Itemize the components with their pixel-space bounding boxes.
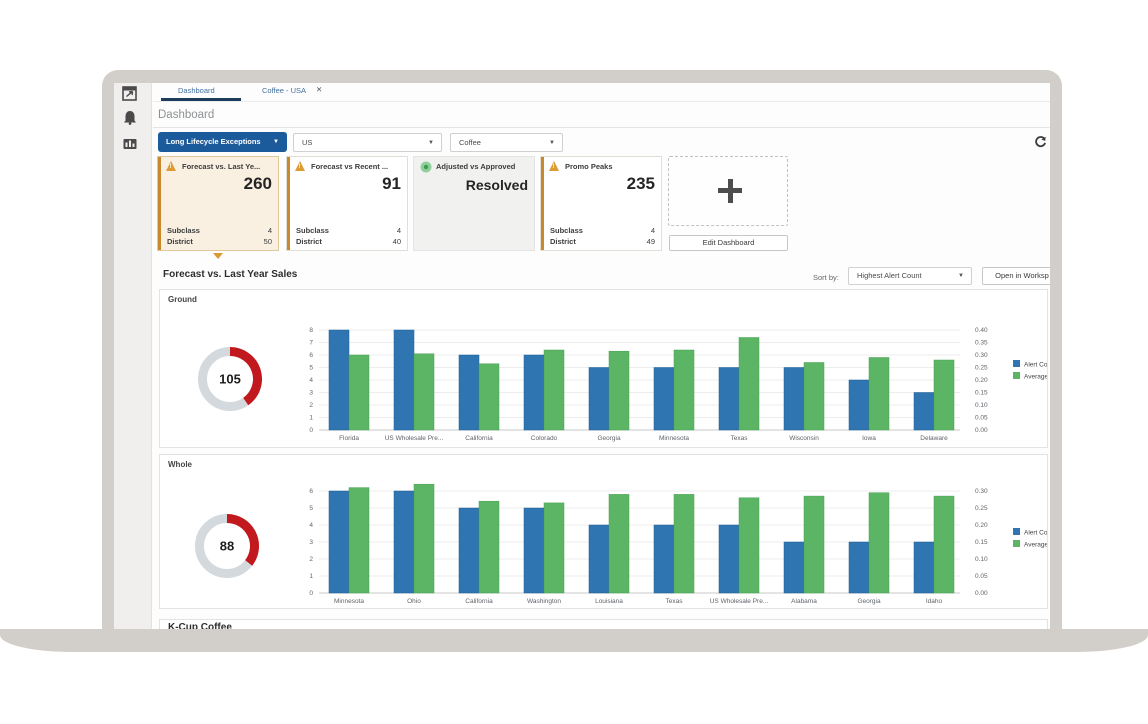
svg-text:Iowa: Iowa <box>862 435 876 442</box>
svg-text:0.10: 0.10 <box>975 402 988 409</box>
svg-text:Alabama: Alabama <box>791 598 817 605</box>
svg-text:0.05: 0.05 <box>975 573 988 580</box>
svg-text:6: 6 <box>309 488 313 495</box>
svg-text:8: 8 <box>309 327 313 334</box>
svg-text:Delaware: Delaware <box>920 435 948 442</box>
svg-text:0.20: 0.20 <box>975 522 988 529</box>
svg-text:6: 6 <box>309 352 313 359</box>
svg-text:2: 2 <box>309 402 313 409</box>
svg-text:0.40: 0.40 <box>975 327 988 334</box>
svg-text:Georgia: Georgia <box>857 598 881 605</box>
svg-text:Minnesota: Minnesota <box>334 598 364 605</box>
svg-text:0.00: 0.00 <box>975 427 988 434</box>
svg-text:Minnesota: Minnesota <box>659 435 689 442</box>
svg-text:0.15: 0.15 <box>975 539 988 546</box>
svg-text:1: 1 <box>309 415 313 422</box>
svg-text:1: 1 <box>309 573 313 580</box>
svg-text:0.25: 0.25 <box>975 505 988 512</box>
svg-text:Wisconsin: Wisconsin <box>789 435 819 442</box>
svg-text:Florida: Florida <box>339 435 359 442</box>
svg-text:5: 5 <box>309 505 313 512</box>
svg-text:0.25: 0.25 <box>975 365 988 372</box>
svg-text:0.00: 0.00 <box>975 590 988 597</box>
svg-text:Texas: Texas <box>666 598 684 605</box>
svg-text:Ohio: Ohio <box>407 598 421 605</box>
svg-text:Georgia: Georgia <box>597 435 621 442</box>
svg-text:Alert Count: Alert Count <box>1024 362 1047 369</box>
svg-text:4: 4 <box>309 522 313 529</box>
svg-text:Louisiana: Louisiana <box>595 598 623 605</box>
svg-text:0: 0 <box>309 427 313 434</box>
svg-text:5: 5 <box>309 365 313 372</box>
svg-text:0: 0 <box>309 590 313 597</box>
svg-text:3: 3 <box>309 390 313 397</box>
svg-text:0.35: 0.35 <box>975 340 988 347</box>
svg-text:0.10: 0.10 <box>975 556 988 563</box>
svg-text:California: California <box>465 598 493 605</box>
svg-text:Idaho: Idaho <box>926 598 943 605</box>
svg-text:88: 88 <box>220 539 234 554</box>
svg-text:Colorado: Colorado <box>531 435 558 442</box>
svg-text:Texas: Texas <box>731 435 749 442</box>
svg-text:US Wholesale Pre...: US Wholesale Pre... <box>385 435 444 442</box>
svg-text:0.30: 0.30 <box>975 352 988 359</box>
svg-text:California: California <box>465 435 493 442</box>
svg-text:2: 2 <box>309 556 313 563</box>
svg-text:0.15: 0.15 <box>975 390 988 397</box>
svg-text:Average Va...: Average Va... <box>1024 542 1047 549</box>
svg-text:3: 3 <box>309 539 313 546</box>
svg-text:105: 105 <box>219 372 241 387</box>
svg-text:0.20: 0.20 <box>975 377 988 384</box>
svg-text:Average Va...: Average Va... <box>1024 374 1047 381</box>
svg-text:0.05: 0.05 <box>975 415 988 422</box>
svg-text:Washington: Washington <box>527 598 561 605</box>
svg-text:US Wholesale Pre...: US Wholesale Pre... <box>710 598 769 605</box>
svg-text:4: 4 <box>309 377 313 384</box>
svg-text:0.30: 0.30 <box>975 488 988 495</box>
svg-text:Alert Count: Alert Count <box>1024 530 1047 537</box>
svg-text:7: 7 <box>309 340 313 347</box>
